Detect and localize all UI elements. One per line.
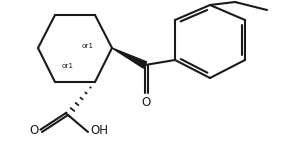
Text: or1: or1 xyxy=(62,63,74,69)
Text: O: O xyxy=(30,123,39,136)
Polygon shape xyxy=(112,48,147,68)
Text: OH: OH xyxy=(90,123,108,136)
Text: or1: or1 xyxy=(82,43,94,49)
Text: O: O xyxy=(142,96,151,109)
